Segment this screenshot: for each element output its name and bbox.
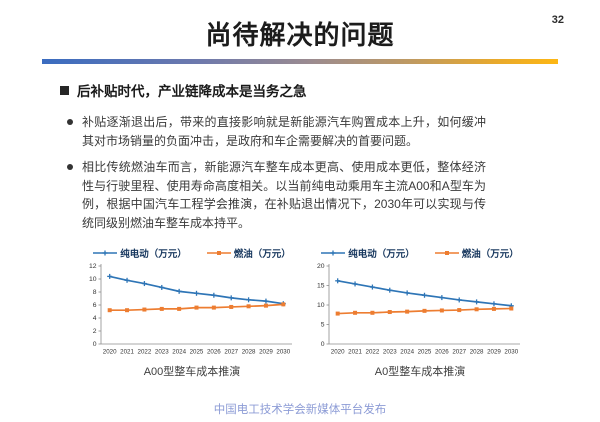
page-number: 32: [551, 14, 564, 26]
legend-marker-icon: [206, 250, 231, 255]
bullet-item: 补贴逐渐退出后，带来的直接影响就是新能源汽车购置成本上升，如何缓冲其对市场销量的…: [60, 113, 562, 150]
slide-title: 尚待解决的问题: [205, 20, 395, 50]
section-heading: 后补贴时代，产业链降成本是当务之急: [60, 80, 562, 100]
dot-bullet-icon: [67, 119, 73, 125]
svg-text:2027: 2027: [224, 348, 238, 355]
svg-text:4: 4: [93, 315, 97, 322]
dot-bullet-icon: [67, 164, 73, 171]
legend-marker-icon: [434, 250, 459, 255]
svg-text:2025: 2025: [190, 348, 204, 355]
chart-a00-cost-projection: 纯电动（万元） 燃油（万元） 0 2 4 6 8 10 12 2020 2021 2022 2023 2…: [84, 246, 300, 379]
svg-text:5: 5: [321, 321, 325, 328]
svg-text:2024: 2024: [400, 348, 414, 355]
svg-text:2022: 2022: [138, 348, 152, 355]
svg-text:2027: 2027: [452, 348, 466, 355]
legend-item: 纯电动（万元）: [321, 246, 415, 260]
svg-text:15: 15: [317, 282, 325, 289]
svg-text:8: 8: [93, 289, 97, 296]
svg-text:2021: 2021: [120, 348, 134, 355]
bullet-text: 补贴逐渐退出后，带来的直接影响就是新能源汽车购置成本上升，如何缓冲其对市场销量的…: [82, 115, 486, 148]
footer-text: 中国电工技术学会新媒体平台发布: [213, 404, 387, 416]
svg-text:2030: 2030: [504, 348, 518, 355]
svg-text:6: 6: [93, 302, 97, 309]
svg-text:0: 0: [321, 341, 325, 348]
title-divider-bar: [42, 59, 558, 64]
legend-marker-icon: [93, 250, 118, 256]
chart-caption: A0型整车成本推演: [374, 365, 466, 378]
svg-text:10: 10: [317, 302, 325, 309]
svg-text:2028: 2028: [242, 348, 256, 355]
bullet-item: 相比传统燃油车而言，新能源汽车整车成本更高、使用成本更低，整体经济性与行驶里程、…: [60, 158, 562, 232]
bullet-list: 补贴逐渐退出后，带来的直接影响就是新能源汽车购置成本上升，如何缓冲其对市场销量的…: [60, 113, 562, 233]
square-bullet-icon: [60, 85, 69, 95]
svg-text:2029: 2029: [259, 348, 273, 355]
svg-text:10: 10: [89, 276, 97, 283]
slide-content: 后补贴时代，产业链降成本是当务之急 补贴逐渐退出后，带来的直接影响就是新能源汽车…: [60, 80, 562, 379]
svg-text:2029: 2029: [487, 348, 501, 355]
legend-marker-icon: [321, 250, 346, 256]
bullet-text: 相比传统燃油车而言，新能源汽车整车成本更高、使用成本更低，整体经济性与行驶里程、…: [82, 160, 486, 230]
section-heading-text: 后补贴时代，产业链降成本是当务之急: [77, 84, 307, 99]
legend-label: 燃油（万元）: [233, 248, 291, 260]
svg-text:2030: 2030: [276, 348, 290, 355]
svg-text:2020: 2020: [103, 348, 117, 355]
legend-item: 燃油（万元）: [206, 246, 291, 260]
chart-legend: 纯电动（万元） 燃油（万元）: [84, 246, 300, 260]
charts-row: 纯电动（万元） 燃油（万元） 0 2 4 6 8 10 12 2020 2021 2022 2023 2…: [84, 246, 562, 379]
chart-legend: 纯电动（万元） 燃油（万元）: [312, 246, 528, 260]
legend-label: 纯电动（万元）: [120, 248, 187, 260]
chart-a0-cost-projection: 纯电动（万元） 燃油（万元） 0 5 10 15 20 2020 2021 2022 2023 20…: [312, 246, 528, 379]
chart-caption: A00型整车成本推演: [143, 365, 241, 378]
legend-item: 纯电动（万元）: [93, 246, 187, 260]
svg-text:2026: 2026: [207, 348, 221, 355]
svg-text:20: 20: [317, 263, 325, 270]
svg-text:2: 2: [93, 328, 97, 335]
legend-item: 燃油（万元）: [434, 246, 519, 260]
svg-text:12: 12: [89, 263, 97, 270]
svg-text:2023: 2023: [383, 348, 397, 355]
legend-label: 燃油（万元）: [461, 248, 519, 260]
legend-label: 纯电动（万元）: [348, 248, 415, 260]
svg-text:2022: 2022: [366, 348, 380, 355]
svg-text:2025: 2025: [418, 348, 432, 355]
svg-text:0: 0: [93, 341, 97, 348]
svg-text:2021: 2021: [348, 348, 362, 355]
svg-text:2024: 2024: [172, 348, 186, 355]
svg-text:2023: 2023: [155, 348, 169, 355]
svg-text:2020: 2020: [331, 348, 345, 355]
svg-text:2028: 2028: [470, 348, 484, 355]
svg-text:2026: 2026: [435, 348, 449, 355]
